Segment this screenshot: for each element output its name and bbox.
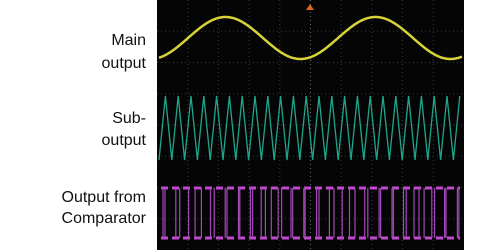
scope-figure: Main output Sub-output Output from Comparato… (0, 0, 477, 250)
channel-label: Output from (62, 189, 146, 206)
channel-label: Sub- (112, 110, 146, 127)
channel-label: output (102, 55, 147, 72)
channel-labels: Main output Sub-output Output from Comparato… (62, 32, 147, 227)
channel-label: output (102, 132, 147, 149)
page: Main output Sub-output Output from Comparato… (0, 0, 477, 250)
channel-label: Comparator (62, 210, 147, 227)
channel-label: Main (111, 32, 146, 49)
